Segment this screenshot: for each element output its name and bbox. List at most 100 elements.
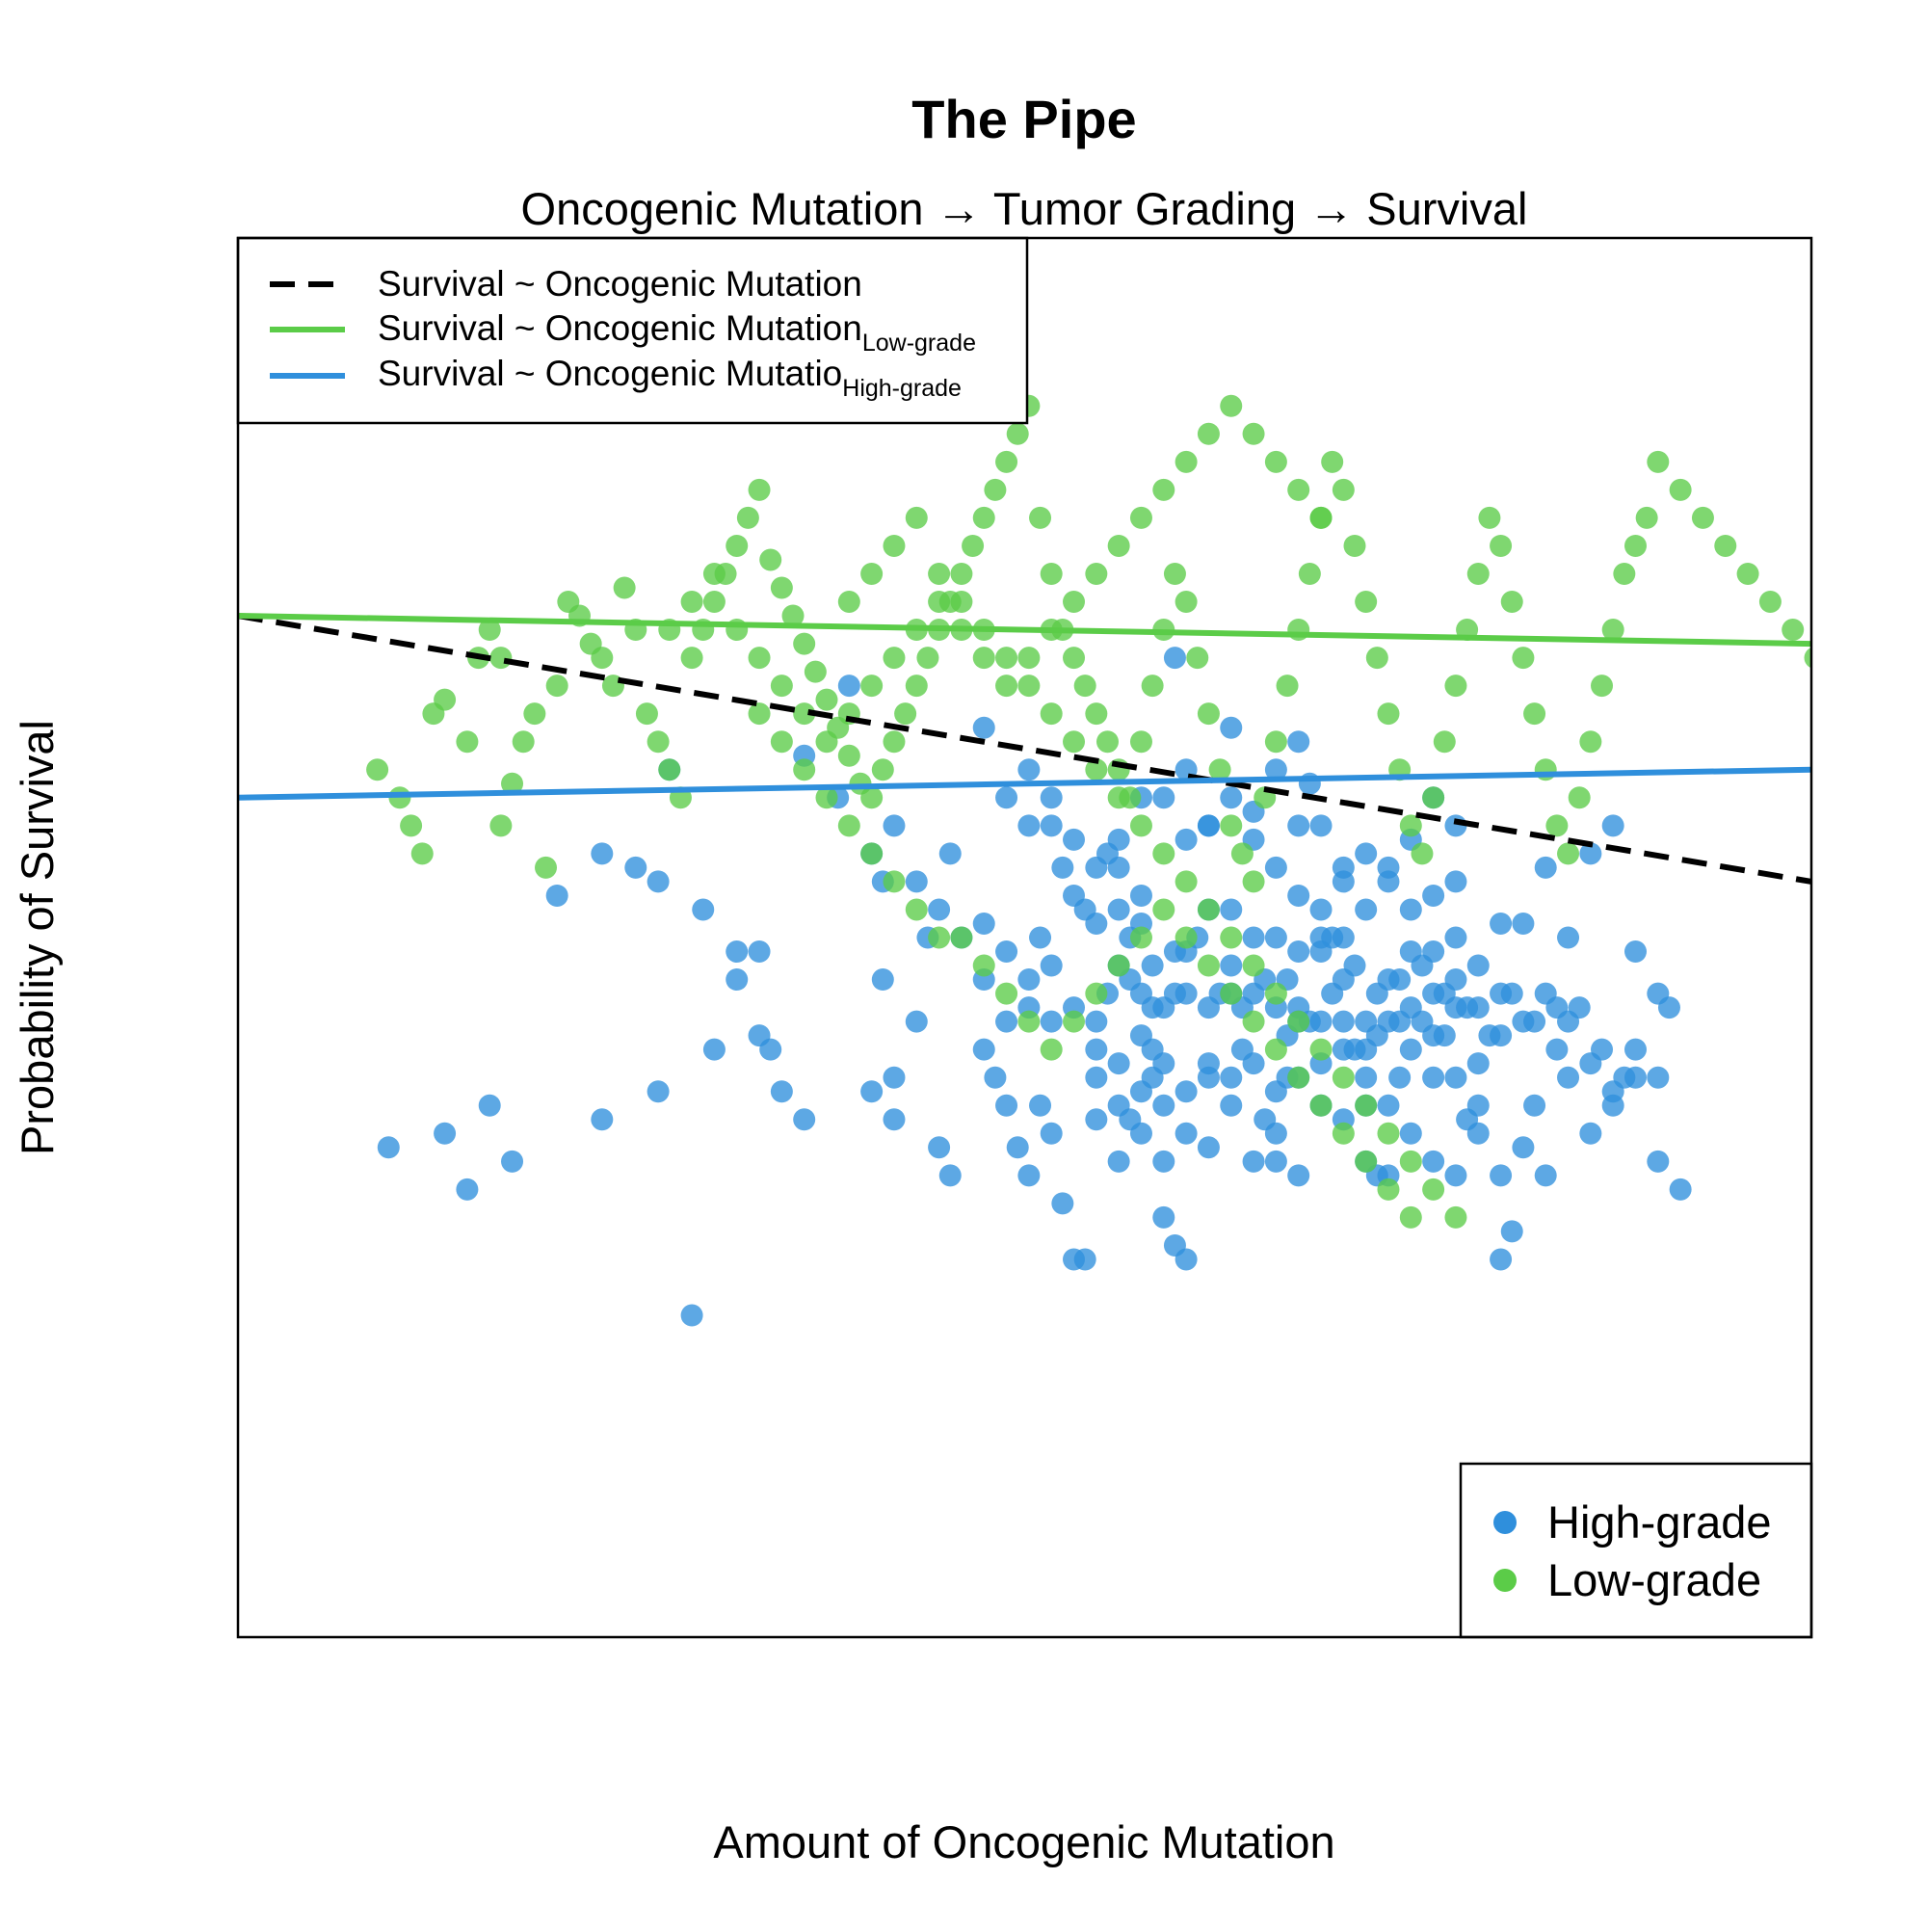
- data-point-high-195: [1377, 1094, 1400, 1117]
- data-point-low-35: [770, 576, 793, 599]
- data-point-high-238: [995, 940, 1018, 964]
- data-point-low-142: [1220, 926, 1243, 949]
- data-point-high-95: [1500, 1220, 1523, 1243]
- data-point-low-64: [1095, 730, 1119, 754]
- data-point-low-132: [995, 647, 1018, 670]
- line-legend-label-low: Survival ~ Oncogenic MutationLow-grade: [378, 308, 976, 357]
- data-point-low-86: [1343, 534, 1366, 557]
- data-point-low-168: [1085, 982, 1108, 1005]
- data-point-high-264: [1579, 842, 1602, 865]
- data-point-high-202: [1063, 828, 1086, 851]
- data-point-low-15: [545, 675, 568, 698]
- data-point-high-203: [1085, 856, 1108, 879]
- data-point-low-153: [748, 702, 771, 726]
- data-point-high-200: [1017, 814, 1041, 837]
- data-point-low-188: [770, 675, 793, 698]
- data-point-low-103: [1534, 758, 1557, 781]
- data-point-high-10: [624, 856, 647, 879]
- data-point-low-163: [972, 954, 995, 977]
- data-point-low-165: [1017, 1010, 1041, 1033]
- data-point-high-17: [748, 940, 771, 964]
- regression-line-overall: [238, 613, 1811, 885]
- data-point-high-155: [1399, 996, 1422, 1019]
- data-point-low-71: [1175, 591, 1198, 614]
- data-point-low-125: [837, 591, 860, 614]
- data-point-high-88: [1422, 1066, 1445, 1089]
- data-point-low-53: [972, 506, 995, 529]
- data-point-high-24: [837, 675, 860, 698]
- data-point-low-133: [1017, 675, 1041, 698]
- data-point-low-117: [1736, 562, 1759, 585]
- point-legend-marker-high: [1493, 1511, 1517, 1534]
- data-point-low-144: [1264, 982, 1287, 1005]
- data-point-high-37: [984, 1066, 1007, 1089]
- data-point-low-185: [702, 562, 726, 585]
- data-point-low-85: [1332, 478, 1355, 501]
- data-point-high-188: [1220, 1094, 1243, 1117]
- data-point-high-190: [1264, 1150, 1287, 1173]
- data-point-high-157: [1422, 982, 1445, 1005]
- data-point-high-6: [456, 1178, 479, 1201]
- data-point-low-106: [1568, 786, 1591, 809]
- y-axis-label: Probability of Survival: [12, 720, 63, 1155]
- data-point-high-147: [1332, 926, 1355, 949]
- data-point-low-166: [1040, 1038, 1063, 1061]
- data-point-low-146: [1309, 1038, 1333, 1061]
- data-point-low-88: [1365, 647, 1388, 670]
- data-point-low-206: [1175, 450, 1198, 473]
- data-point-high-253: [1332, 1038, 1355, 1061]
- data-point-low-31: [726, 534, 749, 557]
- data-point-high-46: [1040, 1122, 1063, 1145]
- data-point-low-170: [1129, 926, 1152, 949]
- data-point-high-40: [1006, 1136, 1029, 1159]
- data-point-high-224: [1287, 730, 1310, 754]
- data-point-low-102: [1523, 702, 1546, 726]
- data-point-low-141: [1197, 898, 1220, 921]
- data-point-low-180: [1355, 1150, 1378, 1173]
- regression-line-high: [238, 766, 1811, 801]
- plot-area: [238, 394, 1811, 1327]
- data-point-high-51: [1085, 1038, 1108, 1061]
- data-point-high-30: [905, 1010, 928, 1033]
- data-point-high-50: [1085, 1066, 1108, 1089]
- data-point-high-159: [1433, 1024, 1456, 1047]
- data-point-low-172: [1175, 926, 1198, 949]
- data-point-high-44: [1029, 926, 1052, 949]
- data-point-low-190: [815, 730, 838, 754]
- line-legend-entry-overall: Survival ~ Oncogenic Mutation: [270, 264, 862, 304]
- data-point-low-101: [1512, 647, 1535, 670]
- data-point-high-8: [545, 884, 568, 907]
- data-point-high-255: [1377, 968, 1400, 992]
- data-point-low-84: [1321, 450, 1344, 473]
- data-point-low-120: [1804, 647, 1811, 669]
- data-point-low-110: [1613, 562, 1636, 585]
- data-point-high-260: [1490, 912, 1513, 935]
- data-point-high-261: [1512, 912, 1535, 935]
- data-point-low-59: [1040, 562, 1063, 585]
- data-point-high-254: [1355, 1038, 1378, 1061]
- data-point-high-133: [1220, 954, 1243, 977]
- data-point-low-74: [1208, 758, 1231, 781]
- data-point-high-217: [1399, 898, 1422, 921]
- data-point-high-199: [1466, 1122, 1490, 1145]
- data-point-high-67: [1220, 898, 1243, 921]
- data-point-high-164: [1466, 996, 1490, 1019]
- data-point-low-108: [1591, 675, 1614, 698]
- data-point-high-198: [1444, 1164, 1467, 1187]
- data-point-low-158: [860, 842, 884, 865]
- data-point-low-199: [1017, 647, 1041, 670]
- data-point-high-233: [883, 814, 906, 837]
- data-point-low-63: [1085, 702, 1108, 726]
- data-point-high-220: [1163, 647, 1186, 670]
- data-point-low-212: [1309, 506, 1333, 529]
- data-point-low-89: [1377, 702, 1400, 726]
- point-legend-entry-low: Low-grade: [1493, 1554, 1761, 1605]
- data-point-high-96: [1512, 1136, 1535, 1159]
- data-point-high-115: [1107, 856, 1130, 879]
- data-point-low-44: [871, 758, 894, 781]
- point-legend-label-high: High-grade: [1547, 1496, 1772, 1548]
- data-point-high-41: [1017, 1164, 1041, 1187]
- data-point-low-152: [1444, 1205, 1467, 1229]
- data-point-high-234: [905, 870, 928, 893]
